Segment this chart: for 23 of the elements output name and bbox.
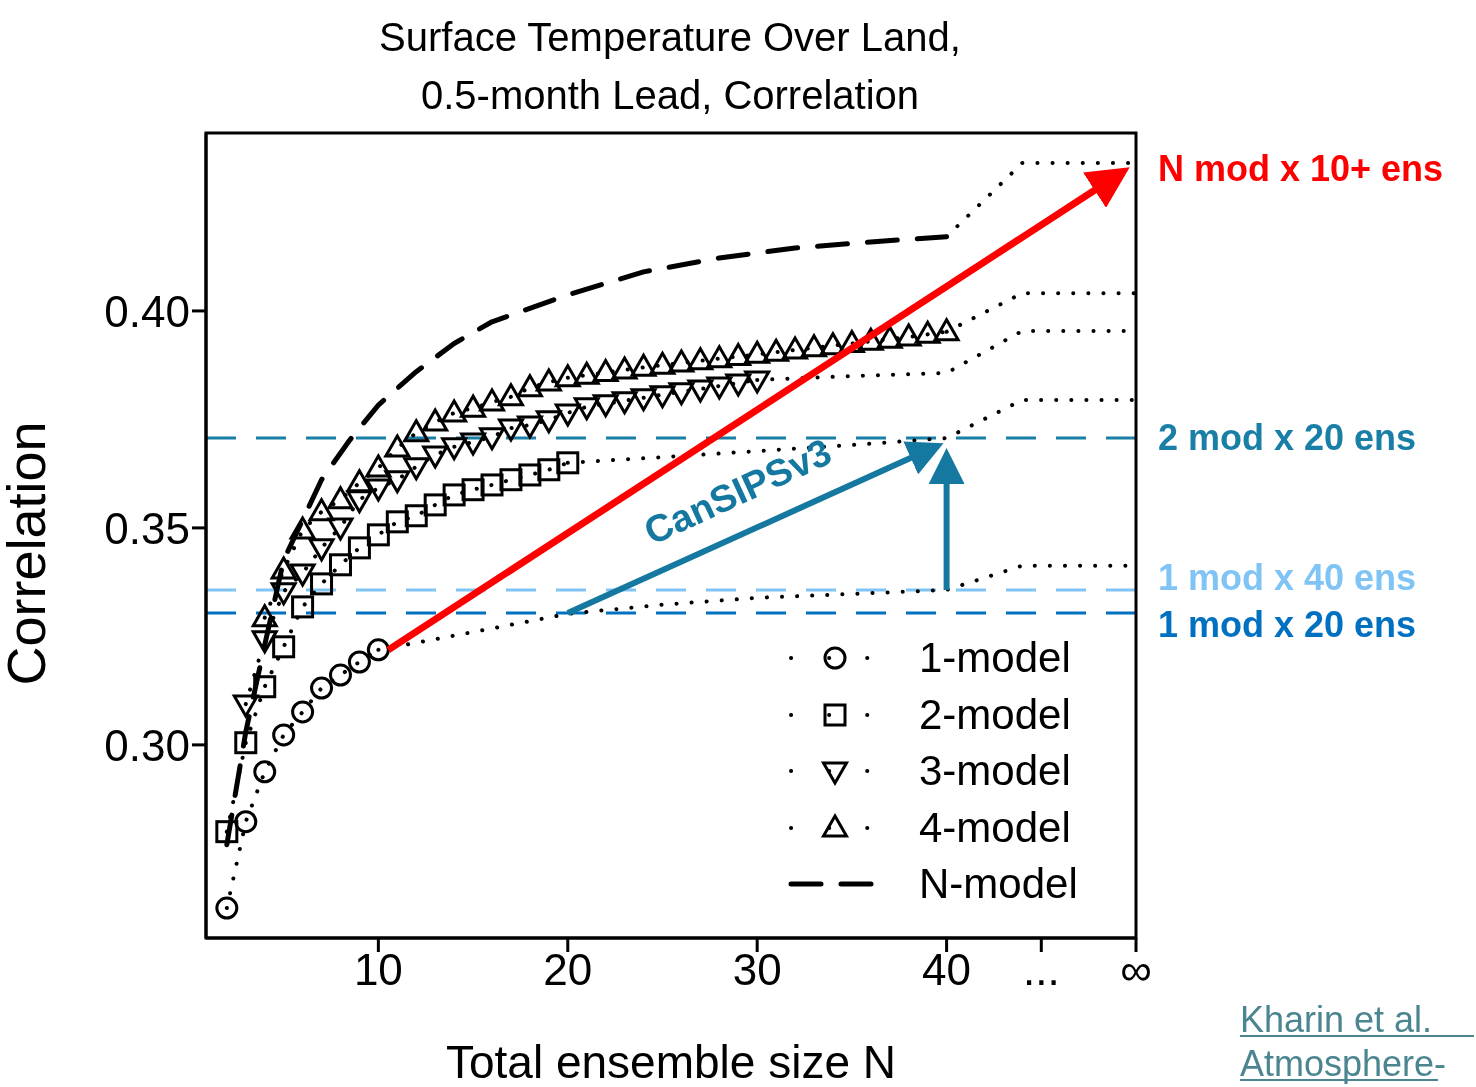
legend-label: 2-model <box>919 690 1071 739</box>
x-tick-label: 20 <box>543 945 593 995</box>
x-axis-title: Total ensemble size N <box>446 1036 896 1087</box>
y-tick-label: 0.30 <box>104 720 190 770</box>
y-axis-title: Correlation <box>0 421 57 686</box>
legend-label: 1-model <box>919 634 1071 683</box>
legend-label: 4-model <box>919 803 1071 852</box>
legend-label: 3-model <box>919 747 1071 796</box>
x-tick-label: 10 <box>353 945 403 995</box>
annotation: N mod x 10+ ens <box>1158 147 1444 189</box>
text: Atmosphere- <box>1240 1043 1447 1084</box>
x-tick-label: ∞ <box>1120 945 1152 995</box>
x-tick-label: 40 <box>922 945 972 995</box>
text: Kharin et al. <box>1240 999 1433 1040</box>
legend-label: N-model <box>919 860 1078 909</box>
y-tick-label: 0.35 <box>104 503 190 553</box>
ref-line-label: 1 mod x 20 ens <box>1158 603 1417 645</box>
chart-title: Surface Temperature Over Land, 0.5-month Lead, Correlation <box>378 14 962 119</box>
y-tick-label: 0.40 <box>104 286 190 336</box>
ref-line-label: 2 mod x 20 ens <box>1158 417 1417 459</box>
x-tick-label: ... <box>1022 945 1060 995</box>
x-tick-label: 30 <box>732 945 782 995</box>
ref-line-label: 1 mod x 40 ens <box>1158 556 1417 598</box>
